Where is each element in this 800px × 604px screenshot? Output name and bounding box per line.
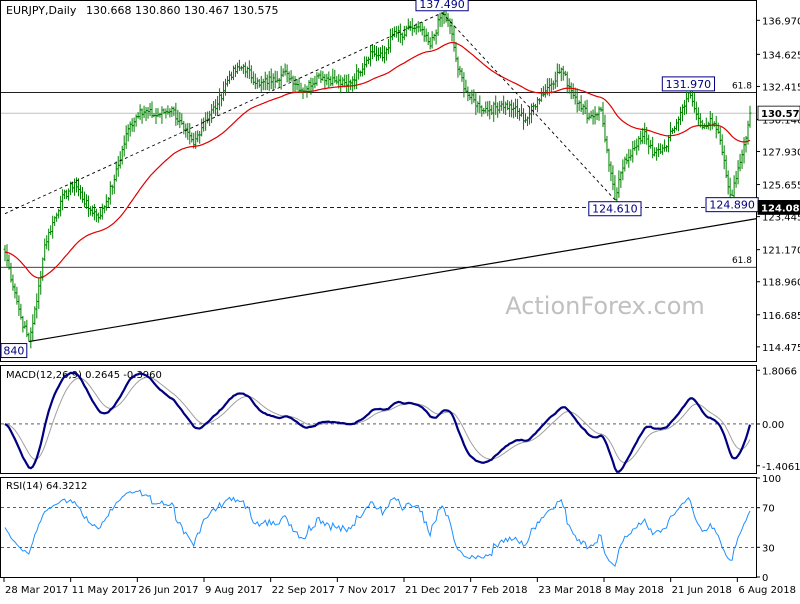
price-axis-label: 132.415 [762, 82, 800, 93]
watermark-text: ActionForex.com [505, 292, 705, 320]
price-axis-label: 121.170 [762, 246, 800, 257]
macd-line [4, 371, 752, 473]
x-axis-label: 22 Sep 2017 [272, 585, 335, 596]
x-axis-label: 9 Aug 2017 [205, 585, 263, 596]
price-pane-frame [0, 0, 757, 362]
rsi-axis-label: 0 [762, 573, 768, 584]
price-axis-marker [757, 105, 800, 121]
price-axis-label: 118.960 [762, 278, 800, 289]
price-callout-box [661, 76, 716, 92]
rsi-axis-label: 70 [762, 504, 775, 515]
rsi-pane-frame [0, 477, 757, 578]
price-axis-marker-label: 124.080 [761, 203, 800, 214]
trendline [4, 12, 443, 215]
x-axis-label: 21 Jun 2018 [672, 585, 732, 596]
moving-average-line [4, 41, 751, 279]
price-layer: 61.8 61.8 137.490 131.970 124.610 124.890 840 [0, 0, 759, 359]
rsi-line [4, 489, 751, 568]
trendline [28, 218, 757, 343]
x-axis-label: 28 Mar 2017 [5, 585, 68, 596]
price-callout-label: 137.490 [419, 0, 465, 11]
trendline [441, 12, 616, 201]
price-axis-marker [757, 200, 800, 215]
price-axis-label: 123.445 [762, 213, 800, 224]
price-axis-label: 134.625 [762, 50, 800, 61]
chart-symbol-label: EURJPY,Daily [6, 4, 77, 17]
x-axis-label: 7 Nov 2017 [338, 585, 396, 596]
price-axis-label: 125.655 [762, 181, 800, 192]
price-callout-label: 124.890 [709, 199, 755, 212]
price-axis-label: 114.475 [762, 343, 800, 354]
x-axis-label: 11 May 2017 [72, 585, 137, 596]
macd-axis-label: -1.4061 [762, 462, 800, 473]
x-axis-label: 23 Mar 2018 [538, 585, 601, 596]
rsi-title: RSI(14) 64.3212 [6, 481, 87, 492]
price-axis-label: 136.970 [762, 16, 800, 27]
chart-ohlc-values: 130.668 130.860 130.467 130.575 [86, 4, 278, 17]
macd-title: MACD(12,26,9) 0.2645 -0.3960 [6, 370, 162, 381]
price-axis-label: 116.685 [762, 311, 800, 322]
rsi-axis-label: 100 [762, 474, 781, 485]
x-axis-label: 8 May 2018 [605, 585, 664, 596]
fib-level-label: 61.8 [732, 81, 752, 91]
price-callout-label: 124.610 [592, 203, 638, 216]
price-callout-box [415, 0, 469, 12]
rsi-layer [1, 489, 756, 568]
price-callout-box [588, 201, 642, 217]
price-callout-label: 131.970 [666, 78, 712, 91]
price-callout-box [0, 343, 28, 359]
price-bar [748, 105, 752, 128]
x-axis-label: 6 Aug 2018 [738, 585, 796, 596]
macd-axis-label: 1.8066 [762, 366, 797, 377]
x-axis-label: 26 Jun 2017 [138, 585, 198, 596]
x-axis-label: 21 Dec 2017 [405, 585, 469, 596]
price-axis-marker-label: 130.575 [761, 109, 800, 120]
rsi-axis-label: 30 [762, 543, 775, 554]
x-axis-label: 7 Feb 2018 [472, 585, 528, 596]
price-callout-label: 840 [3, 345, 24, 358]
price-axis-label: 127.930 [762, 148, 800, 159]
macd-pane-frame [0, 365, 757, 474]
price-axis-label: 130.140 [762, 115, 800, 126]
axis-layer: 136.970 134.625 132.415 130.140 127.930 125.6… [3, 16, 800, 596]
macd-layer [1, 371, 756, 473]
fib-level-label: 61.8 [732, 256, 752, 266]
macd-axis-label: 0.00 [762, 420, 784, 431]
